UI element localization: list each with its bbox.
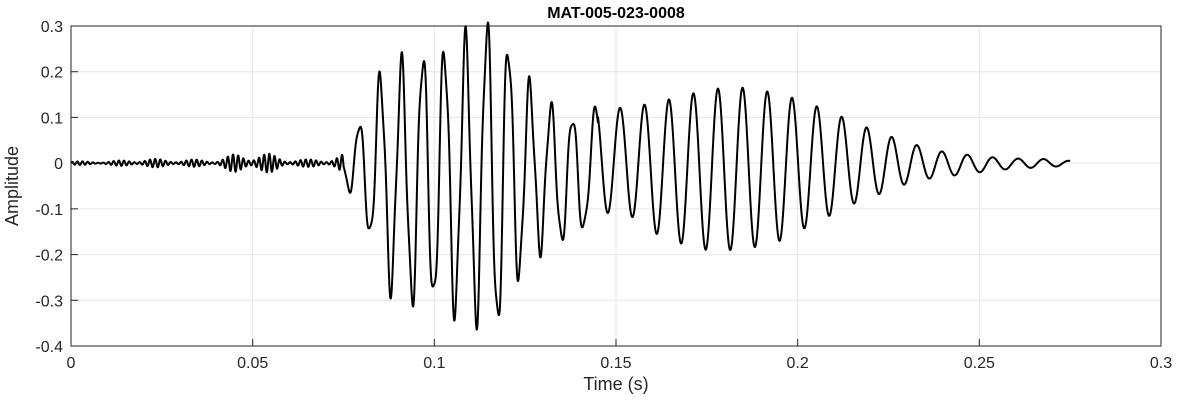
- chart-title: MAT-005-023-0008: [547, 5, 685, 22]
- axis-ticks: 0 0.05 0.1 0.15 0.2 0.25 0.3 -0.4 -0.3 -0.2 -0.1 0 0…: [35, 19, 1172, 372]
- y-tick-label: -0.3: [35, 293, 63, 310]
- x-axis-label: Time (s): [583, 374, 648, 394]
- y-tick-label: -0.1: [35, 202, 63, 219]
- y-tick-label: 0.1: [41, 110, 63, 127]
- x-tick-label: 0.3: [1150, 355, 1172, 372]
- x-tick-label: 0.25: [964, 355, 995, 372]
- waveform-line: [70, 21, 1071, 331]
- y-tick-label: -0.2: [35, 248, 63, 265]
- x-tick-label: 0.15: [600, 355, 631, 372]
- x-tick-label: 0.05: [237, 355, 268, 372]
- x-tick-label: 0.2: [787, 355, 809, 372]
- y-tick-label: 0.2: [41, 65, 63, 82]
- y-tick-label: -0.4: [35, 339, 63, 356]
- series-layer: [70, 21, 1071, 331]
- y-tick-label: 0.3: [41, 19, 63, 36]
- x-tick-label: 0.1: [423, 355, 445, 372]
- x-tick-label: 0: [67, 355, 76, 372]
- y-tick-label: 0: [54, 156, 63, 173]
- y-axis-label: Amplitude: [2, 146, 22, 226]
